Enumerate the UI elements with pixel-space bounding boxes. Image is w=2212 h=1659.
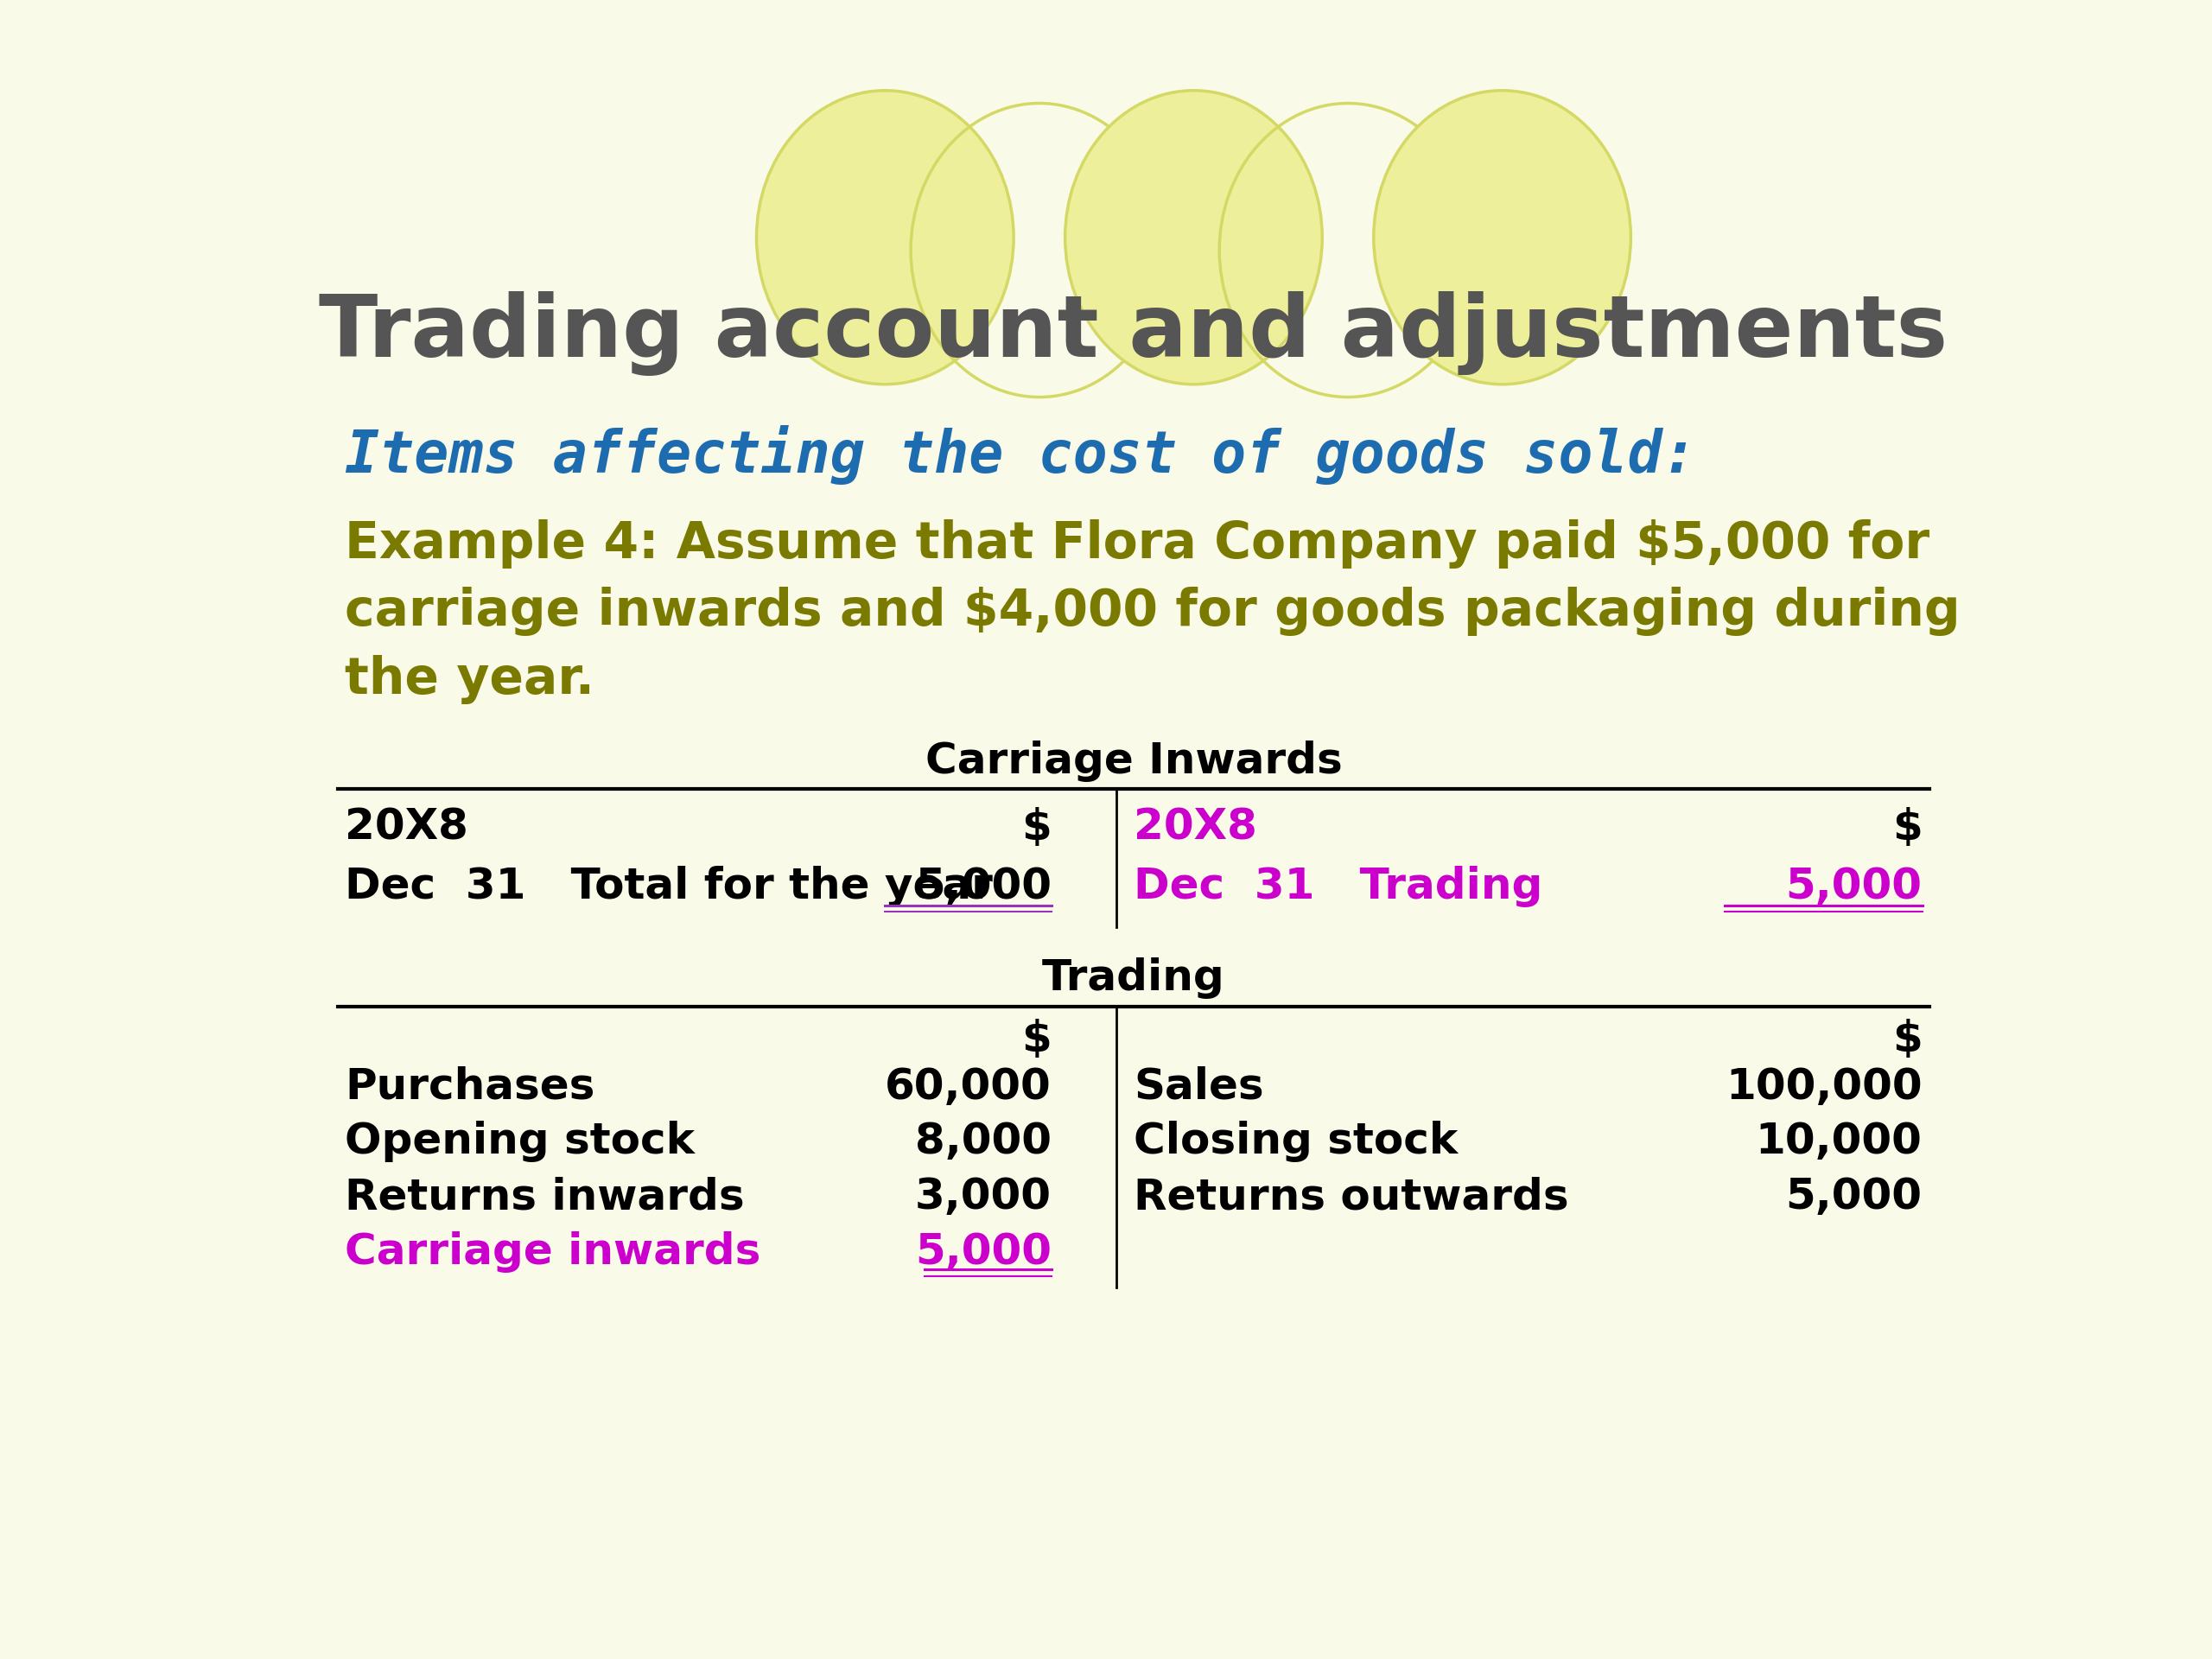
Text: 100,000: 100,000 [1725,1067,1922,1108]
Text: 8,000: 8,000 [916,1121,1051,1163]
Text: Opening stock: Opening stock [345,1121,695,1163]
Text: $: $ [1891,806,1922,848]
Text: Trading: Trading [1042,957,1225,999]
Text: Purchases: Purchases [345,1067,595,1108]
Text: Trading account and adjustments: Trading account and adjustments [319,290,1949,375]
Text: 10,000: 10,000 [1756,1121,1922,1163]
Text: Carriage inwards: Carriage inwards [345,1231,761,1272]
Text: carriage inwards and $4,000 for goods packaging during: carriage inwards and $4,000 for goods pa… [345,587,1960,637]
Text: Items affecting the cost of goods sold:: Items affecting the cost of goods sold: [345,425,1697,484]
Text: $: $ [1891,1019,1922,1060]
Text: Sales: Sales [1135,1067,1263,1108]
Text: 3,000: 3,000 [916,1176,1051,1218]
Text: 5,000: 5,000 [916,1231,1051,1272]
Ellipse shape [1374,91,1630,385]
Text: Returns outwards: Returns outwards [1135,1176,1568,1218]
Text: Dec  31   Total for the year: Dec 31 Total for the year [345,866,993,907]
Ellipse shape [1066,91,1323,385]
Text: Closing stock: Closing stock [1135,1121,1458,1163]
Text: Returns inwards: Returns inwards [345,1176,745,1218]
Text: Carriage Inwards: Carriage Inwards [925,740,1343,781]
Text: 5,000: 5,000 [916,866,1051,907]
Ellipse shape [757,91,1013,385]
Text: 5,000: 5,000 [1785,1176,1922,1218]
Text: $: $ [1022,1019,1051,1060]
Text: Dec  31   Trading: Dec 31 Trading [1135,866,1542,907]
Text: 20X8: 20X8 [345,806,469,848]
Text: 60,000: 60,000 [885,1067,1051,1108]
Text: the year.: the year. [345,655,595,703]
Text: Example 4: Assume that Flora Company paid $5,000 for: Example 4: Assume that Flora Company pai… [345,519,1929,569]
Text: 5,000: 5,000 [1785,866,1922,907]
Text: 20X8: 20X8 [1135,806,1256,848]
Text: $: $ [1022,806,1051,848]
